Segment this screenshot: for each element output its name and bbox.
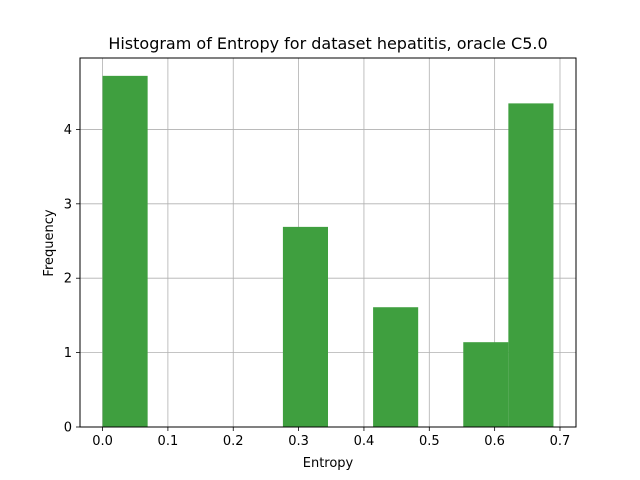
plot-frame <box>79 57 577 428</box>
histogram-bar <box>463 342 509 427</box>
chart-title: Histogram of Entropy for dataset hepatit… <box>108 34 547 53</box>
histogram-bars <box>102 75 554 428</box>
histogram-bar <box>102 75 148 428</box>
histogram-bar <box>282 226 328 427</box>
x-tick-label: 0.1 <box>158 434 179 449</box>
x-tick-label: 0.4 <box>354 434 375 449</box>
x-tick-label: 0.5 <box>419 434 440 449</box>
histogram-bar <box>508 103 554 428</box>
y-axis-label: Frequency <box>42 209 57 276</box>
y-tick-label: 1 <box>64 346 72 361</box>
y-tick-label: 0 <box>64 421 72 436</box>
x-tick-label: 0.6 <box>484 434 505 449</box>
x-tick-label: 0.3 <box>288 434 309 449</box>
x-axis-label: Entropy <box>303 456 354 471</box>
axis-ticks: 0.0 0.1 0.2 0.3 0.4 0.5 0.6 0.7 0 1 2 3 4 <box>64 123 571 449</box>
x-tick-label: 0.2 <box>223 434 244 449</box>
x-tick-label: 0.7 <box>550 434 571 449</box>
x-tick-label: 0.0 <box>92 434 113 449</box>
y-tick-label: 2 <box>64 272 72 287</box>
y-tick-label: 4 <box>64 123 72 138</box>
histogram-bar <box>373 307 419 427</box>
y-tick-label: 3 <box>64 197 72 212</box>
